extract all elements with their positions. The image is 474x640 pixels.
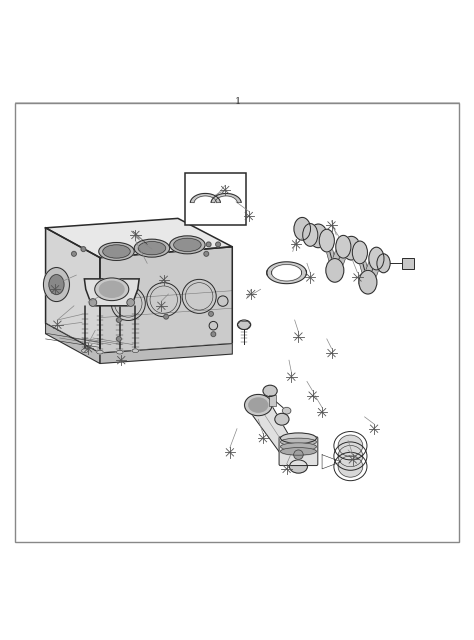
Polygon shape [46,218,232,258]
Polygon shape [314,231,331,245]
Ellipse shape [100,281,124,298]
Ellipse shape [338,456,363,477]
Ellipse shape [294,218,310,240]
Ellipse shape [95,278,129,301]
Ellipse shape [281,443,317,451]
Ellipse shape [173,238,201,252]
Ellipse shape [326,259,344,282]
Ellipse shape [319,229,334,252]
Ellipse shape [281,433,317,444]
Polygon shape [100,247,232,353]
Ellipse shape [263,385,277,397]
Polygon shape [211,193,241,202]
Bar [269,395,276,406]
Ellipse shape [245,394,272,416]
Ellipse shape [283,408,291,414]
Polygon shape [46,228,100,353]
Ellipse shape [138,241,165,255]
Ellipse shape [134,239,170,257]
Ellipse shape [218,296,228,307]
Polygon shape [322,236,339,275]
Polygon shape [100,344,232,364]
Ellipse shape [359,270,377,294]
Polygon shape [84,279,139,306]
Ellipse shape [290,460,308,473]
Polygon shape [245,405,307,467]
Polygon shape [246,397,272,408]
Bar [402,258,414,269]
Ellipse shape [237,320,251,330]
Ellipse shape [117,350,123,354]
Ellipse shape [303,223,318,246]
Ellipse shape [281,447,317,455]
Ellipse shape [281,438,317,445]
Ellipse shape [338,445,363,467]
Ellipse shape [369,247,384,270]
Circle shape [117,317,121,323]
Circle shape [89,299,97,307]
Circle shape [206,242,211,247]
Ellipse shape [338,435,363,456]
Polygon shape [306,230,323,241]
Ellipse shape [352,241,367,264]
Circle shape [204,252,209,256]
Ellipse shape [275,413,289,425]
Polygon shape [267,271,307,284]
Polygon shape [330,242,348,275]
Ellipse shape [377,254,390,273]
Ellipse shape [342,236,360,260]
Ellipse shape [336,236,351,258]
Circle shape [72,252,76,256]
Circle shape [294,450,303,460]
Circle shape [211,332,216,337]
Ellipse shape [82,349,88,353]
Ellipse shape [44,268,70,301]
FancyBboxPatch shape [279,436,318,465]
Ellipse shape [249,398,268,412]
Ellipse shape [49,275,64,294]
Polygon shape [355,248,373,287]
Ellipse shape [209,321,218,330]
Ellipse shape [99,243,134,260]
Polygon shape [46,323,100,364]
Ellipse shape [310,224,327,248]
Circle shape [81,247,86,252]
Polygon shape [267,262,307,275]
Ellipse shape [97,350,103,354]
Circle shape [127,299,135,307]
Ellipse shape [170,236,205,254]
Polygon shape [363,254,381,287]
Polygon shape [346,243,365,257]
Polygon shape [338,242,356,253]
Ellipse shape [132,349,139,353]
Circle shape [164,314,168,319]
Bar [185,173,246,225]
Polygon shape [190,193,220,202]
Circle shape [209,312,213,316]
Text: 1: 1 [235,97,242,106]
Polygon shape [245,397,271,408]
Ellipse shape [103,245,130,258]
Circle shape [216,242,220,247]
Circle shape [117,337,121,341]
